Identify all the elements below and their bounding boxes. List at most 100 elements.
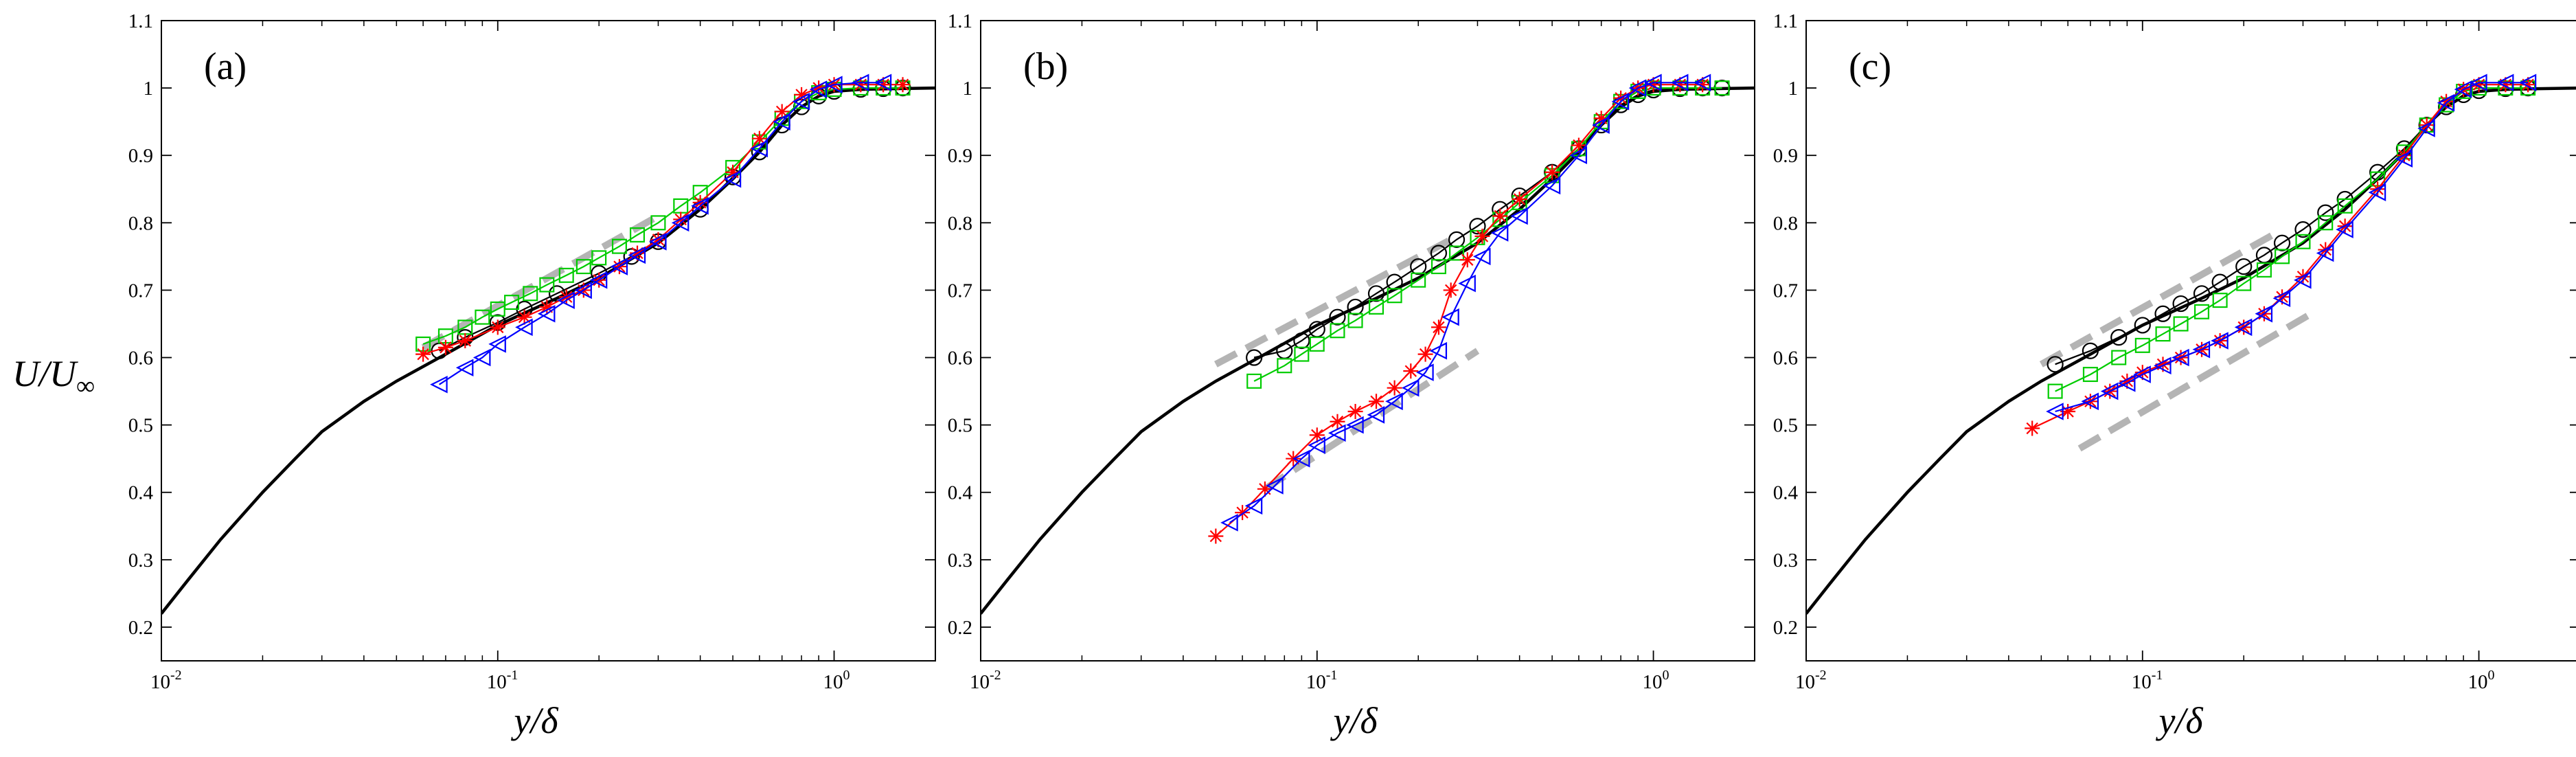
x-axis-title-greek: δ [540, 700, 558, 741]
data-point [1244, 497, 1263, 515]
data-point [1441, 308, 1459, 326]
data-point [1367, 406, 1385, 424]
data-point [1695, 77, 1711, 93]
data-point [1542, 177, 1561, 195]
series-triangle [430, 74, 892, 394]
data-point [1308, 436, 1325, 454]
data-point [1266, 477, 1284, 495]
data-point [2194, 304, 2210, 319]
data-point [1431, 319, 1446, 335]
data-point [851, 74, 869, 92]
data-point [774, 104, 790, 120]
guide-line [1214, 236, 1453, 368]
data-point [649, 233, 667, 251]
data-point [2255, 304, 2273, 323]
data-point [2295, 234, 2311, 249]
data-point [1329, 308, 1346, 326]
data-point [575, 259, 591, 275]
data-point [2294, 271, 2312, 289]
data-point [1492, 208, 1508, 224]
data-point [1430, 245, 1448, 262]
data-point [853, 77, 869, 93]
x-tick-base: 10 [1643, 671, 1663, 693]
x-tick-exponent: 0 [2488, 668, 2495, 683]
data-point [1309, 427, 1325, 443]
x-tick-exponent: -2 [1815, 668, 1827, 683]
data-point [2212, 293, 2228, 308]
y-axis-title: U/U∞ [12, 353, 95, 400]
x-tick-label: 10-1 [2132, 668, 2163, 693]
data-point [2336, 221, 2353, 238]
data-point [1569, 146, 1588, 164]
series-line [2055, 87, 2529, 392]
panel-2: 10-2 10-1 1000.20.30.40.50.60.70.80.911.1(… [948, 10, 1755, 741]
data-point [876, 77, 891, 93]
data-point [623, 248, 640, 265]
y-tick-label: 1 [963, 78, 973, 100]
data-point [2317, 204, 2334, 221]
data-point [504, 295, 520, 310]
data-point [1369, 394, 1384, 409]
series-triangle [1220, 74, 1711, 532]
data-point [1429, 341, 1448, 360]
x-axis-title: y/δ [2156, 700, 2204, 741]
data-point [1403, 363, 1419, 379]
data-point [1714, 80, 1730, 96]
data-point [1347, 404, 1363, 420]
data-point [2256, 262, 2272, 278]
series-triangle [2046, 74, 2537, 420]
panel-label: (c) [1849, 45, 1891, 88]
x-axis-title: y/δ [1330, 700, 1378, 741]
x-tick-base: 10 [2132, 671, 2152, 693]
data-point [1387, 288, 1402, 304]
data-point [2025, 420, 2040, 436]
y-tick-label: 0.3 [128, 550, 153, 572]
data-point [1644, 74, 1662, 92]
plot-area [1806, 21, 2576, 661]
data-point [1235, 505, 1251, 521]
data-point [2211, 273, 2229, 291]
data-point [1387, 380, 1402, 396]
data-point [1645, 77, 1661, 93]
data-point [2337, 198, 2353, 214]
x-axis-title-main: y/ [2156, 700, 2189, 741]
data-point [1401, 378, 1420, 397]
y-tick-label: 0.4 [948, 482, 973, 504]
data-point [2155, 326, 2171, 342]
x-tick-exponent: -1 [507, 668, 518, 683]
axes-frame [1805, 20, 2576, 662]
data-point [1449, 245, 1465, 261]
x-tick-label: 10-2 [970, 668, 1001, 693]
data-point [515, 318, 533, 337]
data-point [1411, 272, 1426, 288]
data-point [2471, 77, 2487, 93]
data-point [1670, 74, 1689, 92]
data-point [1472, 247, 1491, 266]
data-point [1443, 282, 1459, 298]
data-point [2119, 373, 2135, 389]
data-point [611, 238, 627, 254]
panel-3: 10-2 10-1 1000.20.30.40.50.60.70.80.911.1(… [1773, 10, 2576, 741]
data-point [1246, 349, 1263, 366]
y-tick-label: 0.7 [128, 280, 153, 302]
data-point [2110, 328, 2128, 346]
data-point [1386, 273, 1403, 291]
x-tick-label: 10-1 [487, 668, 518, 693]
data-point [472, 348, 491, 367]
x-axis-title-main: y/ [1330, 700, 1364, 741]
y-tick-label: 0.5 [128, 415, 153, 437]
data-point [2235, 258, 2253, 275]
data-point [650, 215, 666, 231]
data-point [1347, 298, 1364, 316]
y-tick-label: 0.7 [948, 280, 972, 302]
y-tick-label: 1.1 [1773, 10, 1798, 32]
data-point [539, 277, 555, 293]
x-tick-base: 10 [150, 671, 170, 693]
data-point [537, 304, 556, 323]
data-point [558, 267, 574, 283]
x-tick-base: 10 [823, 671, 843, 693]
data-point [628, 246, 646, 264]
data-point [2518, 74, 2537, 92]
data-point [671, 214, 689, 232]
data-point [809, 80, 828, 98]
